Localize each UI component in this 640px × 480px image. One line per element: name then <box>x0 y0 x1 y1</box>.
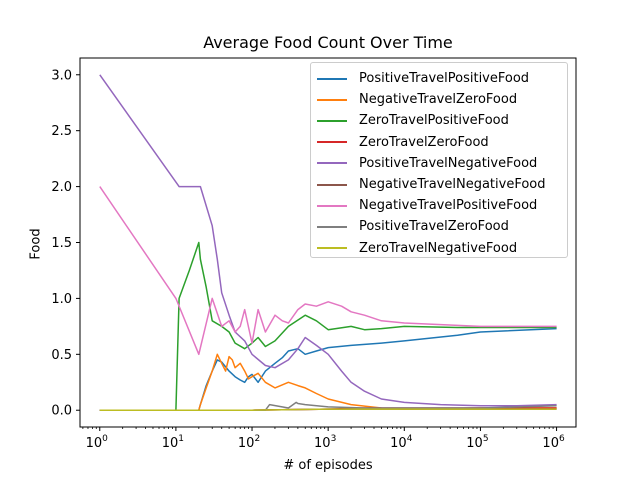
legend-item-2: ZeroTravelPositiveFood <box>317 110 561 131</box>
series-line-2 <box>99 241 557 411</box>
series-line-8 <box>99 408 557 411</box>
y-tick-label-6: 3.0 <box>51 68 72 83</box>
legend-label: ZeroTravelNegativeFood <box>359 240 518 256</box>
y-tick-label-1: 0.5 <box>51 348 72 363</box>
legend-swatch <box>317 183 347 186</box>
x-tick-label-6: 106 <box>542 434 565 451</box>
legend-item-4: PositiveTravelNegativeFood <box>317 153 561 174</box>
legend-swatch <box>317 225 347 228</box>
x-axis-label: # of episodes <box>283 458 373 473</box>
legend-label: NegativeTravelPositiveFood <box>359 198 538 214</box>
legend-swatch <box>317 98 347 101</box>
legend-item-5: NegativeTravelNegativeFood <box>317 174 561 195</box>
legend-item-8: ZeroTravelNegativeFood <box>317 238 561 259</box>
x-tick-label-4: 104 <box>390 434 413 451</box>
x-tick-label-1: 101 <box>162 434 184 451</box>
y-tick-label-0: 0.0 <box>51 404 72 419</box>
legend-label: PositiveTravelPositiveFood <box>359 71 530 87</box>
legend-label: NegativeTravelNegativeFood <box>359 177 546 193</box>
series-line-7 <box>99 401 557 411</box>
legend-label: ZeroTravelZeroFood <box>359 134 489 150</box>
legend-item-7: PositiveTravelZeroFood <box>317 216 561 237</box>
y-tick-label-5: 2.5 <box>51 124 72 139</box>
series-line-6 <box>99 186 557 356</box>
y-tick-label-3: 1.5 <box>51 236 72 251</box>
legend-label: PositiveTravelZeroFood <box>359 219 509 235</box>
x-tick-label-5: 105 <box>466 434 488 451</box>
y-axis-label: Food <box>28 228 44 260</box>
legend-item-1: NegativeTravelZeroFood <box>317 89 561 110</box>
series-line-0 <box>99 327 557 411</box>
legend-label: PositiveTravelNegativeFood <box>359 155 538 171</box>
legend-swatch <box>317 141 347 144</box>
legend-swatch <box>317 204 347 207</box>
legend-swatch <box>317 119 347 122</box>
legend-swatch <box>317 162 347 165</box>
x-tick-label-3: 103 <box>314 434 336 451</box>
x-tick-label-2: 102 <box>238 434 260 451</box>
legend: PositiveTravelPositiveFood NegativeTravel… <box>310 62 568 258</box>
legend-swatch <box>317 247 347 250</box>
x-tick-label-0: 100 <box>86 434 109 451</box>
series-line-1 <box>99 353 557 411</box>
legend-item-6: NegativeTravelPositiveFood <box>317 195 561 216</box>
legend-label: ZeroTravelPositiveFood <box>359 113 509 129</box>
chart-title: Average Food Count Over Time <box>203 33 453 52</box>
y-tick-label-2: 1.0 <box>51 292 72 307</box>
legend-item-3: ZeroTravelZeroFood <box>317 132 561 153</box>
legend-swatch <box>317 77 347 80</box>
series-line-4 <box>99 74 557 407</box>
legend-item-0: PositiveTravelPositiveFood <box>317 68 561 89</box>
legend-label: NegativeTravelZeroFood <box>359 92 518 108</box>
y-tick-label-4: 2.0 <box>51 180 72 195</box>
